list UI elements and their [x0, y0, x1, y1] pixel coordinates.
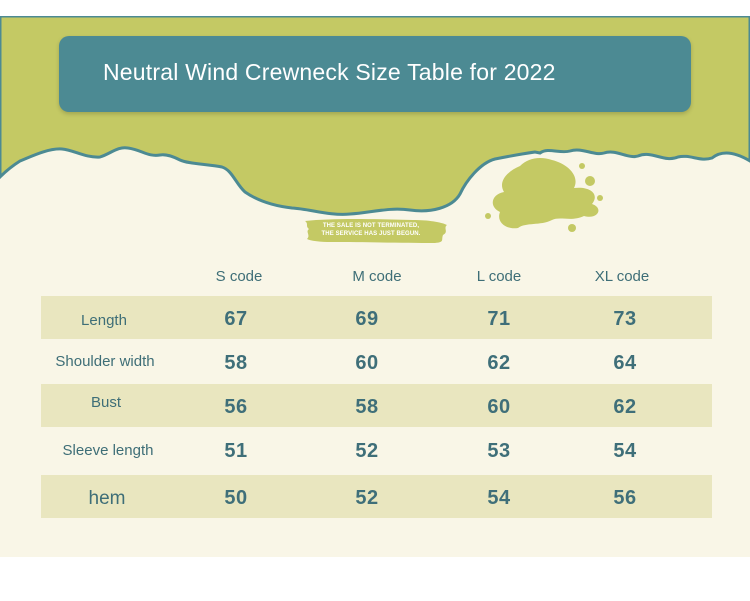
table-cell: 53	[487, 440, 511, 462]
row-label: hem	[88, 488, 126, 509]
table-cell: 60	[487, 396, 511, 418]
splash-dot	[597, 195, 603, 201]
tagline-line-2: THE SERVICE HAS JUST BEGUN.	[321, 231, 421, 237]
column-header-xl: XL code	[594, 268, 650, 285]
splash-dot	[585, 176, 595, 186]
table-cell: 62	[613, 396, 637, 418]
table-cell: 71	[487, 308, 511, 330]
tagline-line-1: THE SALE IS NOT TERMINATED,	[322, 223, 420, 229]
column-header-m: M code	[352, 268, 402, 285]
page-title: Neutral Wind Crewneck Size Table for 202…	[103, 59, 556, 85]
table-cell: 54	[613, 440, 637, 462]
table-row: Length 67 69 71 73	[41, 296, 712, 339]
table-cell: 60	[355, 352, 379, 374]
tagline-text: THE SALE IS NOT TERMINATED, THE SERVICE …	[303, 222, 439, 238]
table-cell: 69	[355, 308, 379, 330]
table-cell: 62	[487, 352, 511, 374]
splash-dot	[579, 163, 585, 169]
table-cell: 51	[224, 440, 248, 462]
table-cell: 56	[224, 396, 248, 418]
column-header-l: L code	[476, 268, 522, 285]
table-cell: 67	[224, 308, 248, 330]
tagline-brushstroke: THE SALE IS NOT TERMINATED, THE SERVICE …	[303, 216, 449, 246]
table-cell: 58	[224, 352, 248, 374]
table-cell: 64	[613, 352, 637, 374]
table-cell: 58	[355, 396, 379, 418]
table-row: hem 50 52 54 56	[41, 475, 712, 518]
splash-dot	[568, 224, 576, 232]
table-cell: 52	[355, 487, 379, 509]
table-row: Sleeve length 51 52 53 54	[41, 428, 712, 471]
table-cell: 56	[613, 487, 637, 509]
green-splash	[492, 158, 599, 229]
table-row: Bust 56 58 60 62	[41, 384, 712, 427]
brushstroke-shape	[305, 219, 447, 243]
table-cell: 73	[613, 308, 637, 330]
title-banner: Neutral Wind Crewneck Size Table for 202…	[59, 36, 691, 112]
splash-dot	[485, 213, 491, 219]
row-label: Sleeve length	[62, 442, 154, 459]
table-cell: 50	[224, 487, 248, 509]
table-row: Shoulder width 58 60 62 64	[41, 340, 712, 383]
row-label: Shoulder width	[55, 353, 155, 370]
size-chart-card: Neutral Wind Crewneck Size Table for 202…	[0, 16, 750, 557]
row-label: Length	[81, 312, 127, 329]
table-cell: 54	[487, 487, 511, 509]
column-header-s: S code	[215, 268, 263, 285]
table-cell: 52	[355, 440, 379, 462]
row-label: Bust	[90, 394, 121, 411]
